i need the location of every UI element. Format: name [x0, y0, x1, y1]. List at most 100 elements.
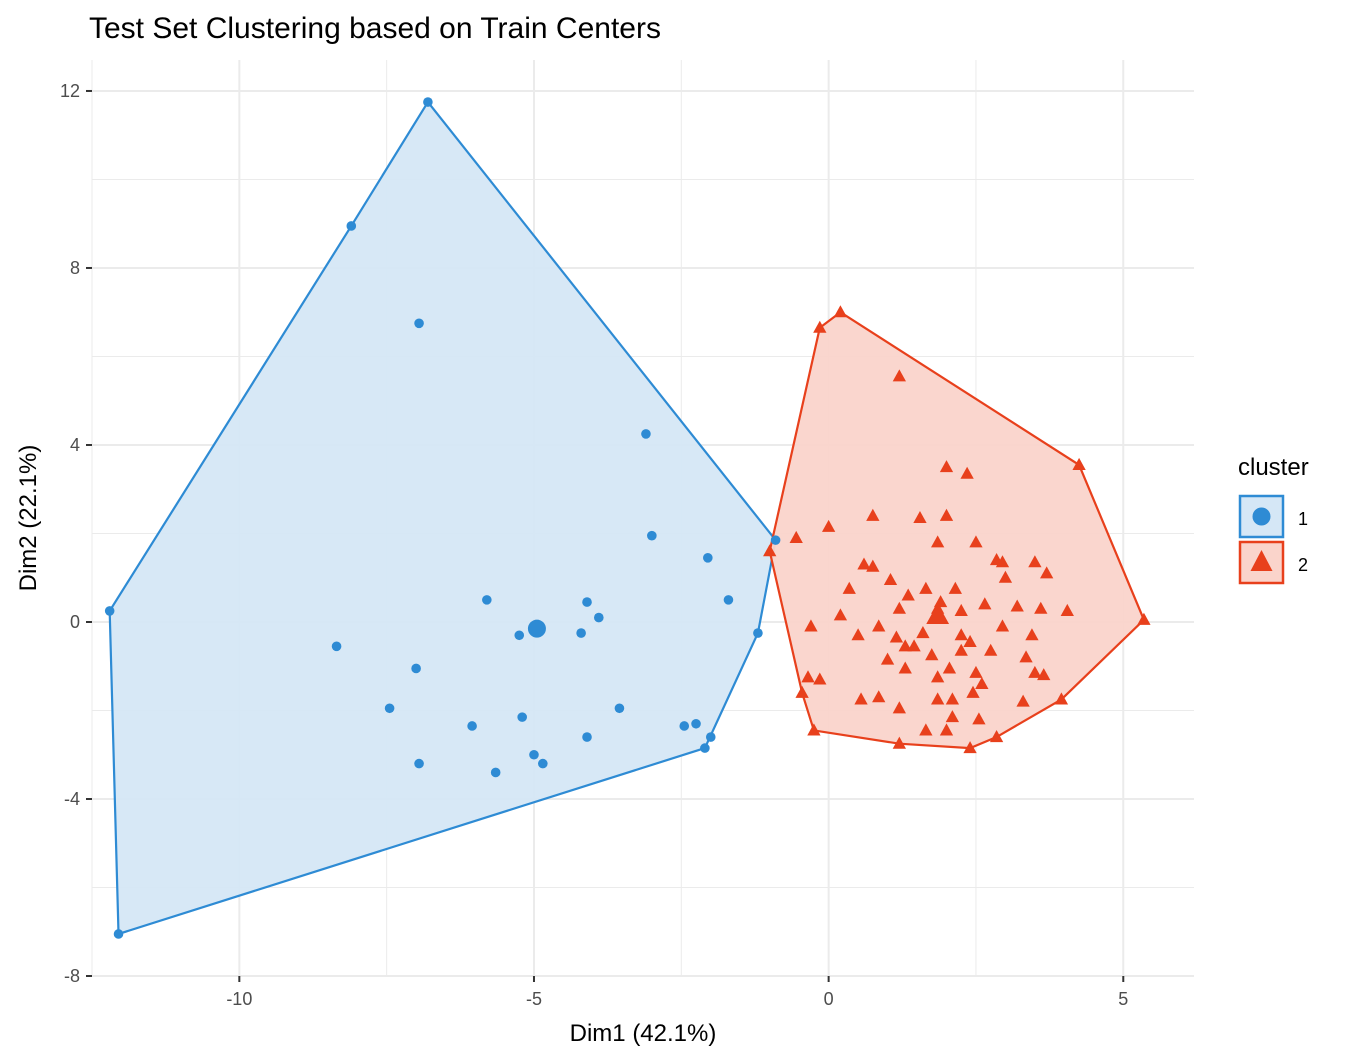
cluster-2-point [857, 557, 871, 570]
cluster-2-point [1040, 566, 1054, 579]
cluster-1-point [614, 703, 625, 714]
cluster-1-point [679, 721, 690, 731]
data-points [104, 97, 1151, 939]
y-tick-label: 8 [70, 258, 80, 278]
cluster-2-point [948, 581, 962, 594]
cluster-2-point [898, 661, 912, 674]
cluster-2-point [854, 692, 868, 705]
cluster-2-point [1054, 692, 1069, 705]
cluster-2-point [901, 588, 915, 601]
y-tick-label: -8 [64, 966, 80, 986]
cluster-1-point [104, 606, 115, 616]
cluster-2-point [931, 535, 945, 548]
cluster-2-point [966, 685, 980, 698]
cluster-2-point [789, 530, 803, 543]
cluster-2-point [995, 619, 1010, 632]
cluster-centers [527, 603, 950, 638]
cluster-2-point [842, 581, 856, 594]
cluster-2-point [1025, 628, 1039, 641]
cluster-2-point [807, 723, 821, 736]
cluster-2-point [995, 555, 1010, 568]
cluster-2-point [813, 320, 827, 333]
cluster-1-point [582, 732, 592, 742]
cluster-2-point [913, 511, 927, 524]
cluster-2-point [883, 572, 898, 585]
cluster-2-point [1060, 603, 1074, 616]
cluster-2-point [892, 701, 906, 714]
cluster-2-point [1037, 668, 1051, 681]
cluster-1-point [723, 595, 734, 605]
cluster-2-point [763, 544, 777, 557]
cluster-2-point [925, 648, 939, 661]
x-tick-label: 0 [824, 989, 834, 1009]
cluster-1-point [703, 553, 713, 563]
y-tick-label: 0 [70, 612, 80, 632]
x-tick-label: -10 [226, 989, 252, 1009]
cluster-1-point [423, 97, 433, 107]
cluster-2-point [851, 628, 865, 641]
cluster-2-point [998, 570, 1013, 583]
cluster-1-point [414, 758, 424, 769]
cluster-2-point [960, 466, 974, 479]
cluster-2-point [872, 619, 886, 632]
cluster-2-point [866, 508, 880, 521]
cluster-2-point [945, 710, 960, 723]
cluster-2-point [907, 639, 921, 652]
cluster-1-point [641, 429, 651, 439]
cluster-2-point [939, 723, 954, 736]
cluster-2-point [989, 730, 1004, 743]
cluster-2-point [1016, 694, 1030, 707]
cluster-2-point [931, 670, 945, 683]
cluster-1-point [705, 732, 716, 742]
cluster-2-point [889, 630, 904, 643]
cluster-2-point [978, 597, 992, 610]
cluster-1-point [647, 530, 657, 541]
cluster-2-point [804, 619, 818, 632]
y-axis-ticks: -8 -4 0 4 8 12 [60, 81, 92, 986]
cluster-2-point [892, 369, 906, 382]
cluster-2-point [813, 672, 827, 685]
cluster-2-point [1019, 650, 1033, 663]
cluster-2-point [880, 652, 895, 665]
cluster-2-point [963, 741, 977, 754]
cluster-1-point [414, 318, 424, 329]
y-tick-label: 4 [70, 435, 80, 455]
cluster-2-point [963, 634, 977, 647]
cluster-2-point [975, 676, 989, 689]
legend-label-2: 2 [1298, 555, 1308, 575]
legend-title: cluster [1238, 454, 1309, 481]
cluster-2-point [1072, 457, 1086, 470]
cluster-2-center [926, 603, 950, 624]
cluster-1-point [482, 595, 492, 605]
cluster-1-center [527, 619, 546, 638]
cluster-2-point [954, 643, 968, 656]
cluster-2-point [939, 508, 954, 521]
cluster-1-point [770, 535, 781, 545]
x-axis-ticks: -10 -5 0 5 [226, 976, 1128, 1009]
cluster-2-point [892, 601, 906, 614]
cluster-1-point [490, 767, 501, 778]
y-tick-label: 12 [60, 81, 80, 101]
cluster-2-point [916, 626, 930, 639]
cluster-1-point [517, 712, 527, 722]
cluster-2-point [984, 643, 998, 656]
cluster-2-point [1028, 555, 1042, 568]
cluster-1-point [384, 703, 395, 714]
cluster-1-point [331, 641, 342, 652]
legend-triangle-icon [1250, 550, 1273, 571]
cluster-2-point [919, 723, 933, 736]
cluster-2-point [972, 712, 986, 725]
cluster-2-point [919, 581, 933, 594]
cluster-1-point [346, 221, 357, 231]
cluster-1-point [514, 630, 525, 641]
cluster-2-point [1034, 601, 1048, 614]
legend-label-1: 1 [1298, 509, 1308, 529]
x-tick-label: -5 [526, 989, 542, 1009]
cluster-1-point [753, 628, 763, 638]
cluster-2-point [833, 305, 848, 318]
cluster-2-point [1137, 612, 1151, 625]
cluster-2-point [892, 736, 906, 749]
cluster-1-point [113, 929, 124, 939]
x-axis-title: Dim1 (42.1%) [570, 1020, 717, 1047]
